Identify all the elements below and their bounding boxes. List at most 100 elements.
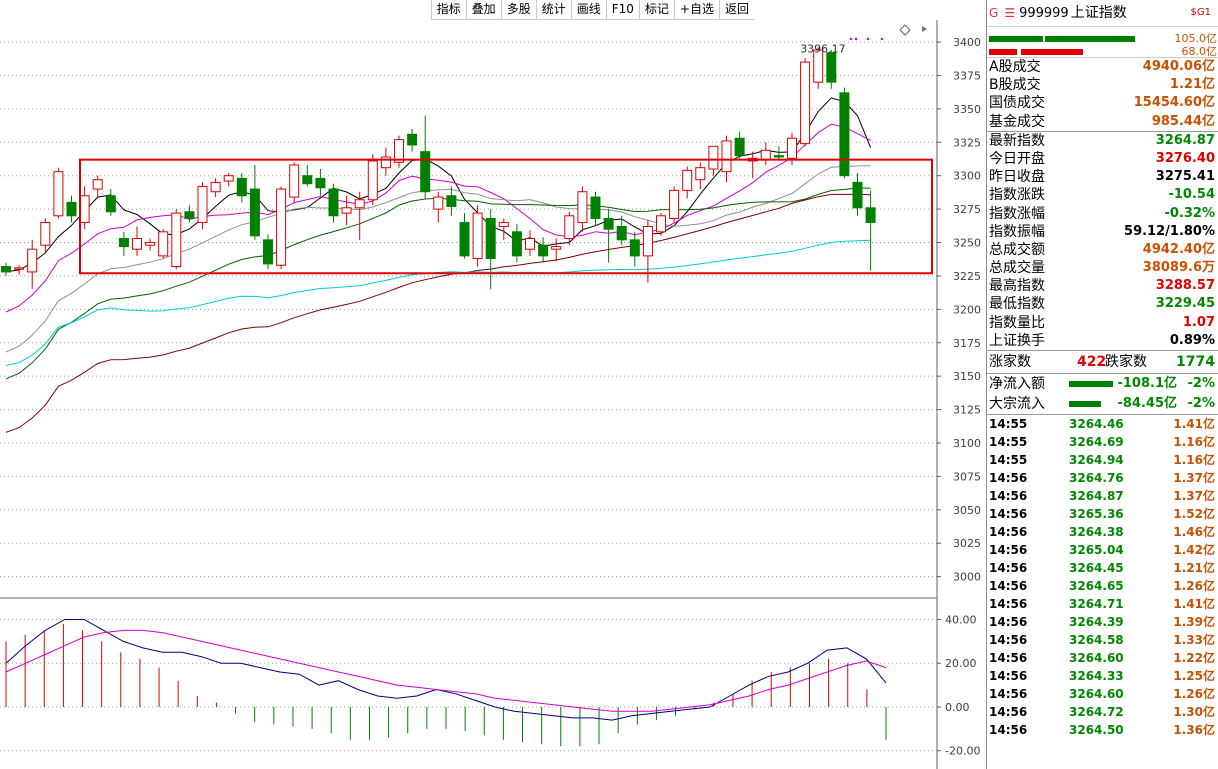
price-tick-label: 3325 [953,136,981,149]
tick-row: 14:56 3264.87 1.37亿 [987,487,1218,505]
index-row-10-value: 1.07 [1182,314,1215,330]
index-row-11: 上证换手 0.89% [987,332,1218,350]
tick-price: 3264.87 [1069,489,1124,503]
index-row-3-label: 指数涨跌 [989,187,1045,204]
tick-time: 14:56 [989,525,1028,539]
macd-tick-label: 40.00 [945,613,977,626]
toolbar-button-7[interactable]: +自选 [673,0,719,19]
candle-body [394,139,404,163]
decline-label: 跌家数 [1105,354,1147,370]
candle-body [498,221,509,227]
ma20-line [5,165,871,353]
turnover-row-1-label: B股成交 [989,77,1041,94]
menu-icon[interactable]: ☰ [1004,6,1016,20]
stock-name: 上证指数 [1070,5,1127,21]
flow-bar-0 [1069,381,1113,387]
chart-area[interactable]: 3400 3375 3350 3325 3300 3275 3250 3225 3200 3175… [0,0,986,769]
tick-time: 14:55 [989,435,1028,449]
candle-body [40,221,51,246]
turnover-row-2-value: 15454.60亿 [1133,95,1215,111]
tick-volume: 1.16亿 [1173,453,1215,467]
turnover-row-3-label: 基金成交 [989,113,1045,130]
tick-volume: 1.26亿 [1173,687,1215,701]
tick-volume: 1.42亿 [1173,543,1215,557]
toolbar-button-4[interactable]: 画线 [570,0,606,19]
candle-body [511,231,522,257]
candle-body [197,185,208,223]
advance-count: 422 [1077,354,1107,370]
toolbar: 指标 叠加 多股 统计 画线 F10 标记 +自选 返回 [430,0,754,20]
volume-bars: 105.0亿 68.0亿 [987,27,1218,58]
index-row-1: 今日开盘 3276.40 [987,150,1218,168]
candle-body [734,137,745,157]
candle-body [826,52,837,83]
candle-body [158,231,169,257]
turnover-row-1: B股成交 1.21亿 [987,76,1218,94]
candle-body [315,177,326,189]
decline-count: 1774 [1176,354,1215,370]
candle-body [289,164,300,198]
candle-body [551,246,562,250]
candle-body [249,188,260,237]
price-tick-label: 3100 [953,437,981,450]
tick-price: 3264.58 [1069,633,1124,647]
price-tick-label: 3400 [953,36,981,49]
candle-body [472,212,483,260]
toolbar-button-0[interactable]: 指标 [430,0,466,19]
tick-volume: 1.41亿 [1173,597,1215,611]
tick-list[interactable]: 14:55 3264.46 1.41亿 14:55 3264.69 1.16亿 14:55 3… [987,415,1218,739]
candle-body [263,239,273,265]
index-row-7: 总成交量 38089.6万 [987,259,1218,277]
toolbar-button-3[interactable]: 统计 [535,0,571,19]
price-tick-label: 3350 [953,103,981,116]
ma120-line [5,239,871,366]
candle-body [682,169,693,191]
index-row-11-value: 0.89% [1169,332,1215,348]
signal-dot [849,37,853,41]
tick-price: 3265.04 [1069,543,1124,557]
index-row-0-value: 3264.87 [1155,132,1215,148]
macd-dif-line [5,619,887,721]
candle-body [564,215,575,240]
toolbar-button-8[interactable]: 返回 [718,0,754,19]
candle-body [642,225,653,257]
candle-body [721,140,732,173]
toolbar-button-5[interactable]: F10 [605,0,639,19]
index-row-2: 昨日收盘 3275.41 [987,168,1218,186]
candle-body [79,195,90,223]
index-row-10-label: 指数量比 [989,314,1045,331]
peak-label: 3396.17 [800,42,846,55]
tick-price: 3264.69 [1069,435,1124,449]
group-tag[interactable]: G [989,6,999,20]
candle-body [276,188,287,266]
candle-body [302,175,313,185]
ma10-line [5,123,871,313]
index-row-8-label: 最高指数 [989,278,1045,295]
index-row-9-label: 最低指数 [989,296,1045,313]
toolbar-button-6[interactable]: 标记 [638,0,674,19]
candle-body [603,217,614,230]
diamond-marker [899,24,911,36]
stock-code: 999999 [1019,6,1069,21]
tick-time: 14:56 [989,723,1028,737]
play-marker [922,26,927,32]
tick-volume: 1.30亿 [1173,705,1215,719]
tick-price: 3264.38 [1069,525,1124,539]
index-row-0: 最新指数 3264.87 [987,132,1218,150]
candle-body [341,207,352,214]
candle-body [656,215,666,233]
index-row-9-value: 3229.45 [1155,296,1215,312]
tick-time: 14:56 [989,489,1028,503]
index-row-1-value: 3276.40 [1155,150,1215,166]
tick-price: 3264.65 [1069,579,1124,593]
candlestick-chart[interactable]: 3400 3375 3350 3325 3300 3275 3250 3225 3200 3175… [0,0,986,769]
turnover-row-2: 国债成交 15454.60亿 [987,94,1218,112]
tick-price: 3265.36 [1069,507,1124,521]
candle-body [1,266,11,273]
macd-dea-line [5,629,887,712]
turnover-row-0-label: A股成交 [989,59,1041,75]
toolbar-button-1[interactable]: 叠加 [465,0,501,19]
consolidation-box [79,158,933,275]
tick-volume: 1.33亿 [1173,633,1215,647]
toolbar-button-2[interactable]: 多股 [500,0,536,19]
